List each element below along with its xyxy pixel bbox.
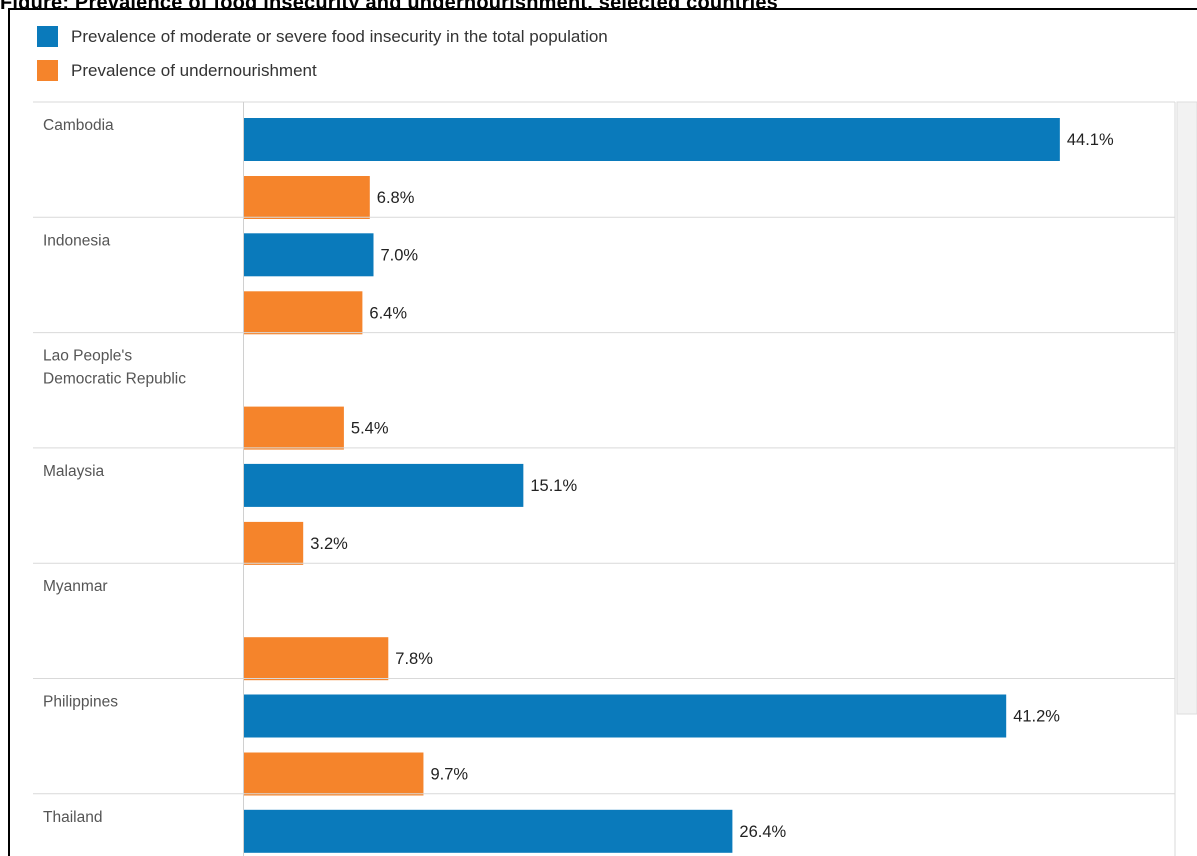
bar-food-insecurity [244, 233, 374, 277]
category-label: Thailand [43, 809, 102, 826]
data-label: 6.8% [377, 189, 415, 207]
legend-label-2: Prevalence of undernourishment [71, 61, 317, 80]
bar-food-insecurity [244, 694, 1007, 738]
bar-food-insecurity [244, 809, 733, 853]
data-label: 7.0% [381, 246, 419, 264]
legend-swatch-2 [37, 60, 58, 81]
row-cambodia: Cambodia 44.1% 6.8% [33, 117, 1175, 219]
data-label: 6.4% [369, 304, 407, 322]
bar-chart: Prevalence of moderate or severe food in… [33, 26, 1197, 856]
bar-undernourishment [244, 752, 424, 796]
row-myanmar: Myanmar 7.8% [33, 578, 1175, 681]
data-label: 15.1% [530, 477, 577, 495]
legend: Prevalence of moderate or severe food in… [37, 26, 608, 81]
bar-food-insecurity [244, 463, 524, 507]
bar-food-insecurity [244, 118, 1060, 161]
bar-undernourishment [244, 176, 370, 219]
category-label: Indonesia [43, 232, 111, 249]
category-label: Myanmar [43, 578, 108, 595]
data-label: 5.4% [351, 420, 389, 438]
chart-rows: Cambodia 44.1% 6.8% Indonesia 7.0% 6.4% Lao Pe… [33, 101, 1176, 856]
category-label: Philippines [43, 694, 118, 711]
row-philippines: Philippines 41.2% 9.7% [33, 694, 1175, 796]
data-label: 41.2% [1013, 708, 1060, 726]
bar-undernourishment [244, 521, 304, 565]
row-thailand: Thailand 26.4% [43, 809, 787, 853]
category-label: Lao People's Democratic Republic [43, 348, 186, 388]
bar-undernourishment [244, 291, 363, 335]
bar-undernourishment [244, 406, 344, 450]
scrollbar[interactable] [1176, 101, 1197, 715]
row-indonesia: Indonesia 7.0% 6.4% [33, 232, 1175, 335]
legend-label-1: Prevalence of moderate or severe food in… [71, 27, 608, 46]
data-label: 26.4% [739, 823, 786, 841]
bar-undernourishment [244, 637, 389, 681]
chart-frame: Prevalence of moderate or severe food in… [8, 8, 1197, 856]
legend-swatch-1 [37, 26, 58, 47]
category-label: Malaysia [43, 463, 105, 480]
data-label: 3.2% [310, 535, 348, 553]
row-malaysia: Malaysia 15.1% 3.2% [33, 463, 1175, 565]
row-lao-people-s-democratic-republic: Lao People's Democratic Republic 5.4% [33, 348, 1175, 450]
data-label: 7.8% [395, 650, 433, 668]
data-label: 9.7% [430, 766, 468, 784]
page-title: Figure: Prevalence of food insecurity an… [0, 0, 1197, 10]
data-label: 44.1% [1067, 131, 1114, 149]
category-label: Cambodia [43, 117, 114, 134]
